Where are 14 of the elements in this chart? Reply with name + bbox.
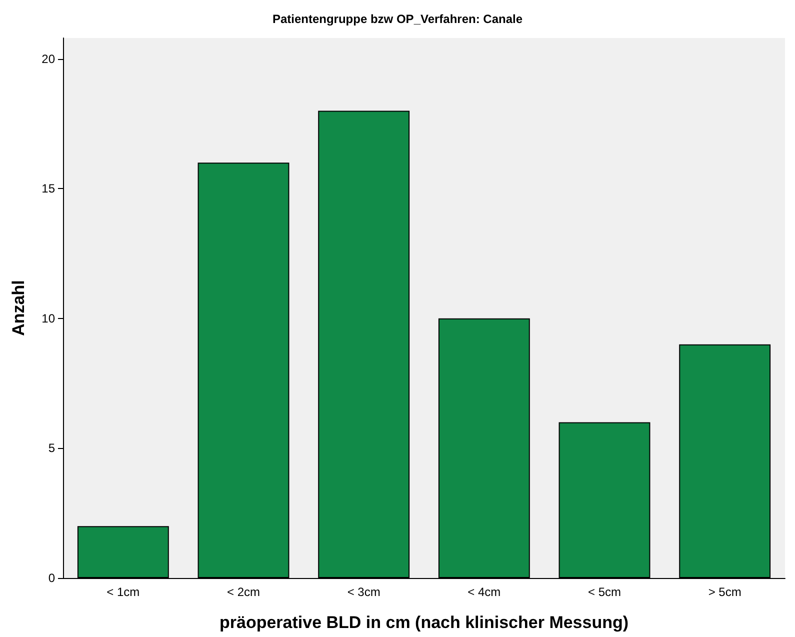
x-tick-label: < 3cm <box>347 585 380 599</box>
y-axis-title: Anzahl <box>9 280 28 336</box>
y-tick-label: 10 <box>42 311 56 326</box>
y-tick-label: 0 <box>48 571 56 585</box>
x-tick-label: < 1cm <box>106 585 140 599</box>
x-axis-title: präoperative BLD in cm (nach klinischer Messung) <box>219 613 629 632</box>
y-tick-label: 5 <box>48 441 56 456</box>
x-tick-label: < 5cm <box>588 585 622 599</box>
y-tick-label: 20 <box>42 52 56 66</box>
y-tick-label: 15 <box>42 182 56 196</box>
x-tick-label: < 2cm <box>226 585 260 599</box>
chart-title: Patientengruppe bzw OP_Verfahren: Canale <box>272 12 523 26</box>
x-tick-label: < 4cm <box>468 585 501 599</box>
x-tick-label: > 5cm <box>708 585 742 599</box>
